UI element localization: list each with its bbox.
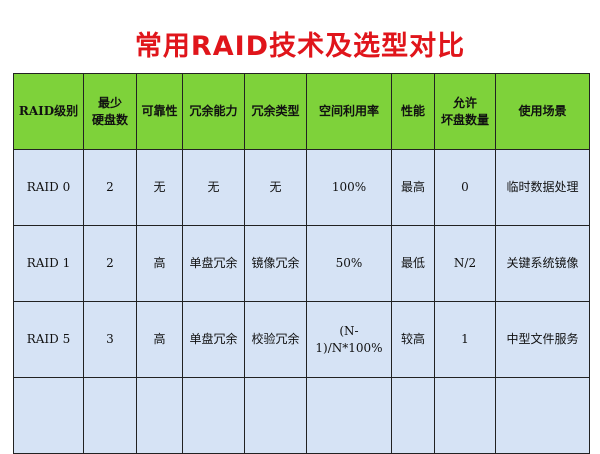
- table-row: RAID 0 2 无无无 100% 最高 0 临时数据处理: [13, 149, 590, 226]
- header-row: RAID级别 最少 硬盘数 可靠性 冗余能力 冗余类型 空间利用率 性能 允许 坏盘数量 使用场…: [13, 73, 590, 150]
- table-cell: 2: [83, 225, 137, 302]
- column-header: 使用场景: [495, 73, 590, 150]
- column-header: 冗余类型: [244, 73, 307, 150]
- table-cell: RAID 5: [13, 301, 84, 378]
- table-cell: [495, 377, 590, 454]
- column-header: 最少 硬盘数: [83, 73, 137, 150]
- table-cell: 关键系统镜像: [495, 225, 590, 302]
- table-cell: 单盘冗余: [182, 301, 245, 378]
- column-header: 允许 坏盘数量: [434, 73, 496, 150]
- column-header: 性能: [391, 73, 435, 150]
- table-cell: RAID 1: [13, 225, 84, 302]
- table-cell: 无: [182, 149, 245, 226]
- table-cell: [182, 377, 245, 454]
- table-cell: 无: [136, 149, 183, 226]
- table-cell: [136, 377, 183, 454]
- table-cell: 3: [83, 301, 137, 378]
- table-cell: [83, 377, 137, 454]
- table-cell: N/2: [434, 225, 496, 302]
- raid-comparison-table: RAID级别 最少 硬盘数 可靠性 冗余能力 冗余类型 空间利用率 性能 允许 坏盘数量 使用场…: [13, 73, 590, 454]
- table-cell: 中型文件服务: [495, 301, 590, 378]
- table-cell: 高: [136, 225, 183, 302]
- table-cell: 镜像冗余: [244, 225, 307, 302]
- table-cell: 较高: [391, 301, 435, 378]
- column-header: RAID级别: [13, 73, 84, 150]
- table-cell: 最高: [391, 149, 435, 226]
- table-cell: [13, 377, 84, 454]
- table-cell: 最低: [391, 225, 435, 302]
- table-cell: 50%: [306, 225, 392, 302]
- column-header: 可靠性: [136, 73, 183, 150]
- table-cell: (N-1)/N*100%: [306, 301, 392, 378]
- table-cell: [391, 377, 435, 454]
- column-header: 冗余能力: [182, 73, 245, 150]
- table-cell: 临时数据处理: [495, 149, 590, 226]
- table-cell: 2: [83, 149, 137, 226]
- table-cell: [306, 377, 392, 454]
- table-cell: 1: [434, 301, 496, 378]
- table-row: RAID 5 3 高单盘冗余 校验冗余 (N-1)/N*100% 较高 1 中型文件服务: [13, 301, 590, 378]
- table-cell: 高: [136, 301, 183, 378]
- table-cell: [244, 377, 307, 454]
- table-cell: 100%: [306, 149, 392, 226]
- table-cell: 无: [244, 149, 307, 226]
- column-header: 空间利用率: [306, 73, 392, 150]
- table-cell: 0: [434, 149, 496, 226]
- table-row: RAID 1 2 高单盘冗余 镜像冗余 50% 最低 N/2 关键系统镜像: [13, 225, 590, 302]
- table-cell: 校验冗余: [244, 301, 307, 378]
- table-cell: [434, 377, 496, 454]
- table-cell: 单盘冗余: [182, 225, 245, 302]
- page-title: 常用RAID技术及选型对比: [134, 31, 466, 62]
- table-cell: RAID 0: [13, 149, 84, 226]
- table-row: [13, 377, 590, 454]
